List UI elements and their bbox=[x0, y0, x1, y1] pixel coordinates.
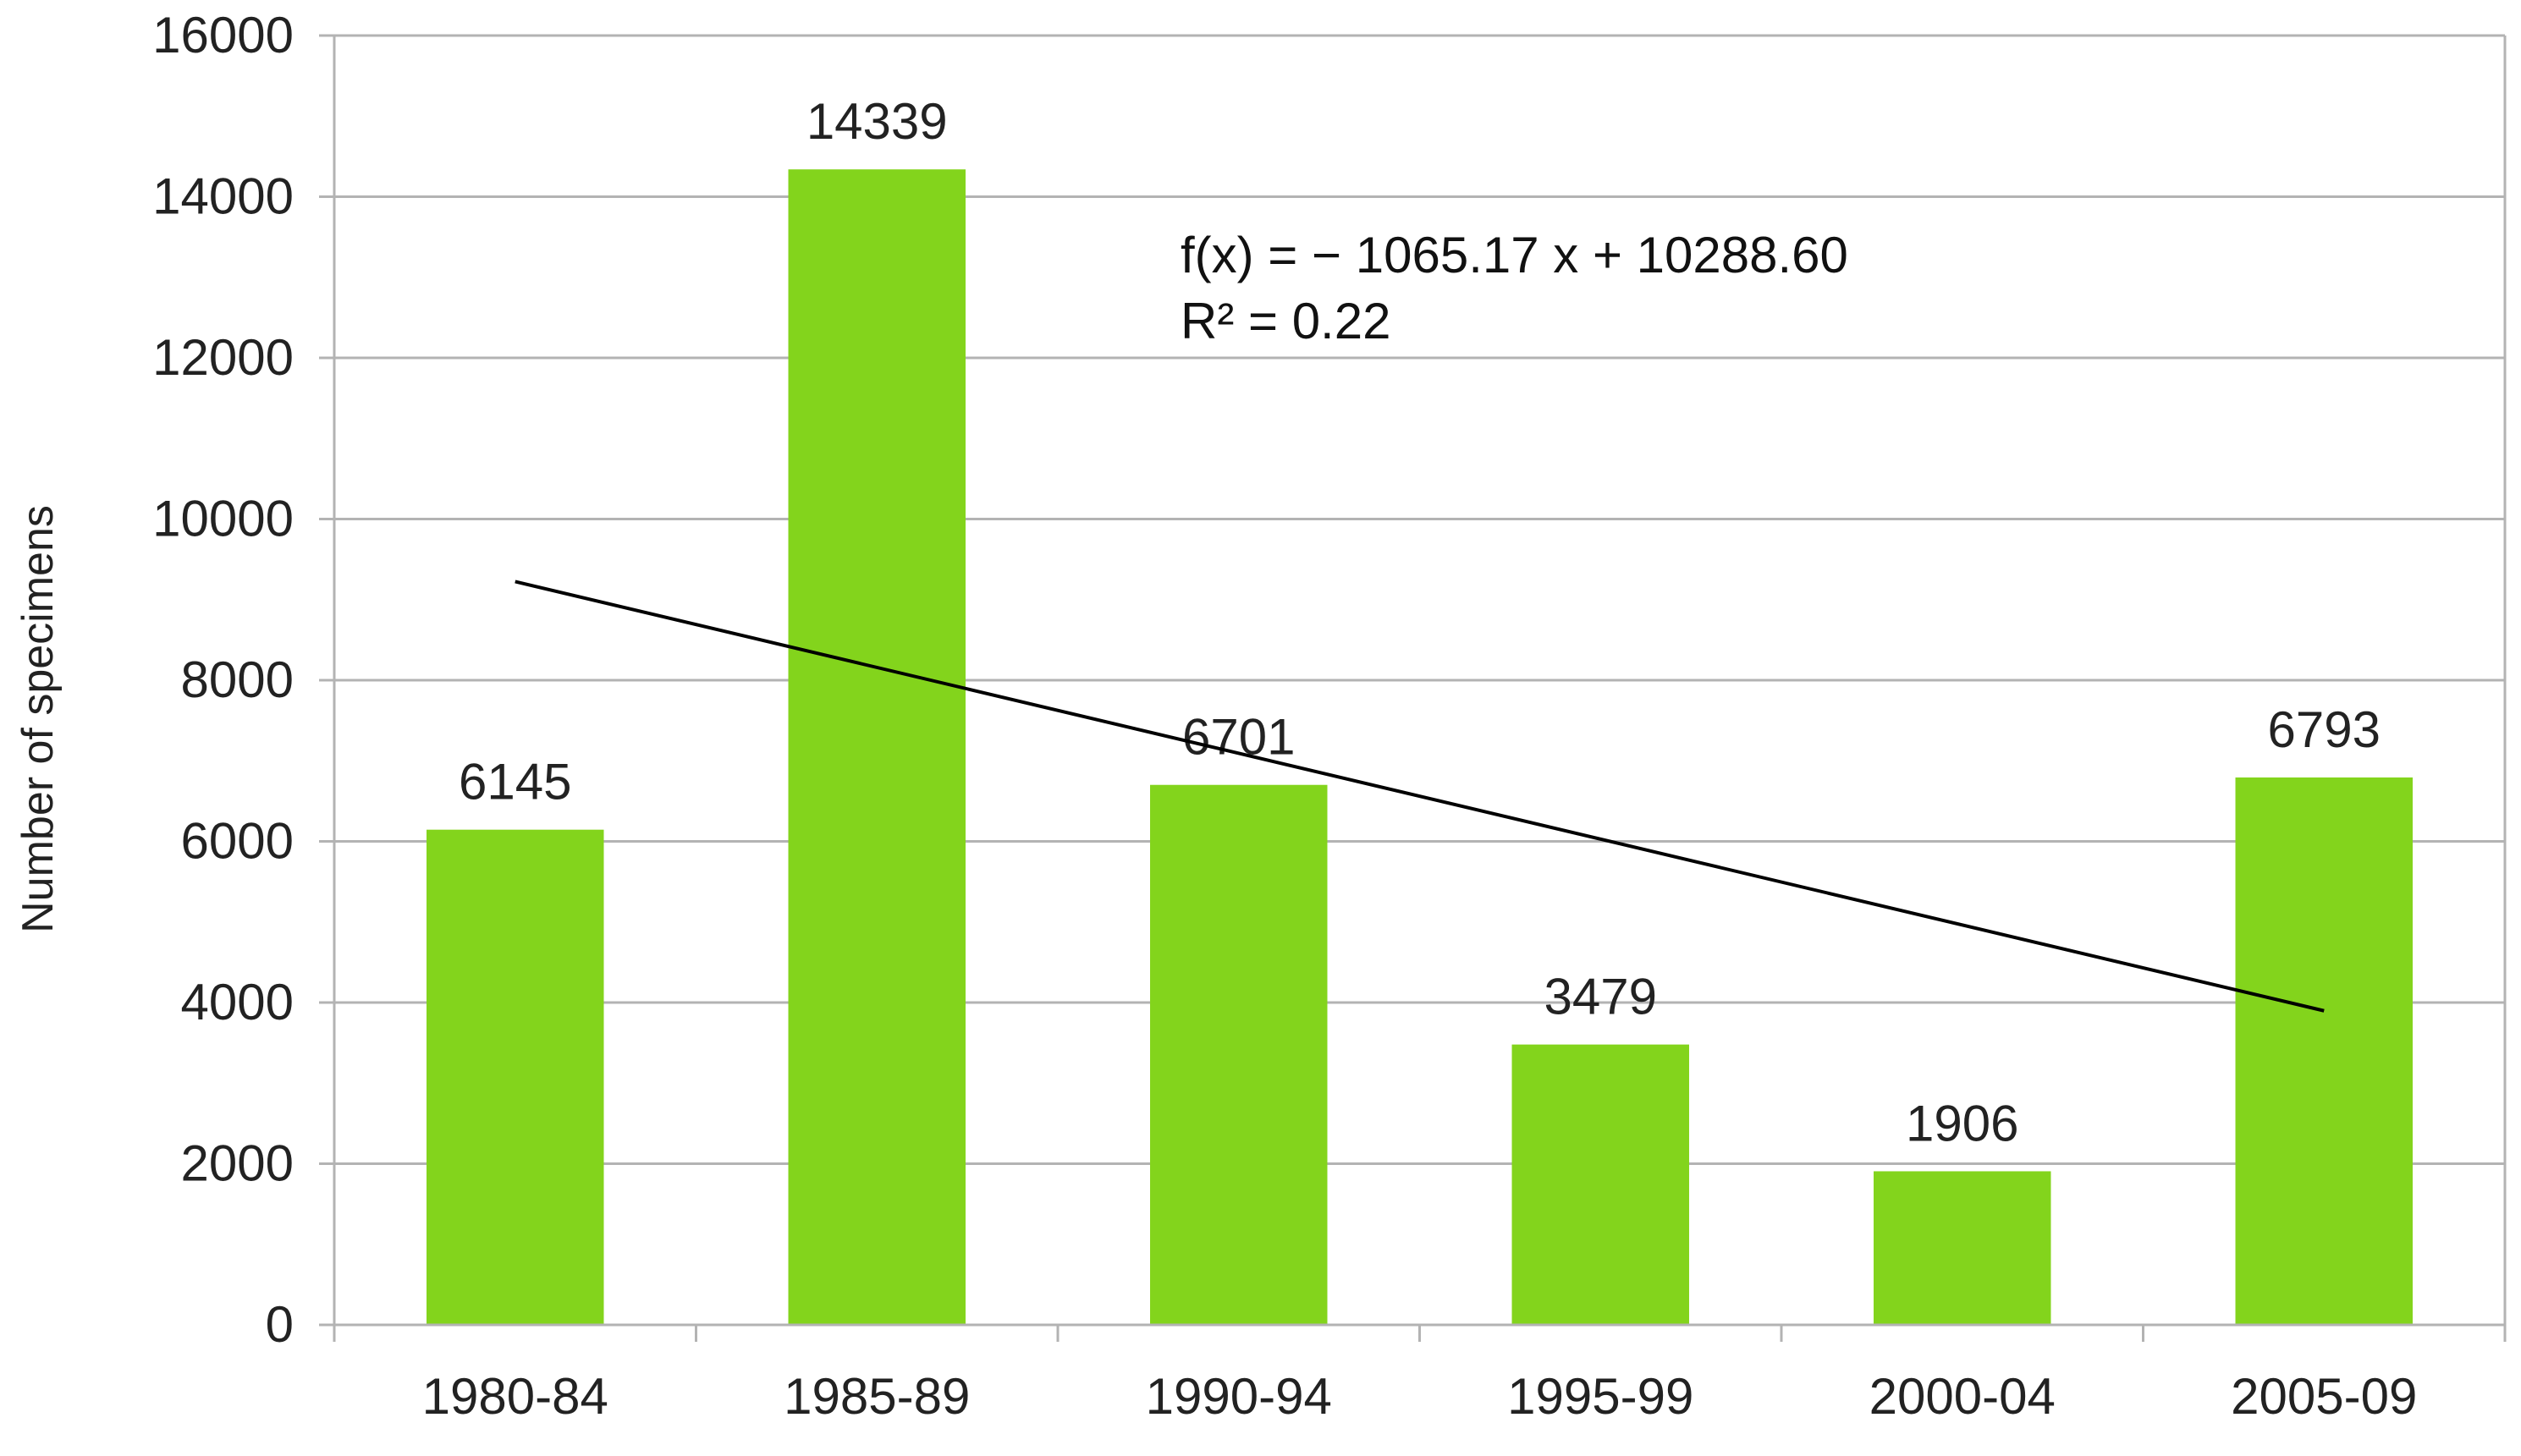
bar-value-label: 1906 bbox=[1906, 1095, 2018, 1151]
bar bbox=[1511, 1044, 1689, 1325]
bar bbox=[2235, 777, 2413, 1325]
bar bbox=[427, 829, 604, 1325]
y-axis-title: Number of specimens bbox=[14, 505, 63, 933]
trendline-group bbox=[515, 580, 2325, 1013]
x-tick-label: 1990-94 bbox=[1146, 1368, 1332, 1425]
bar bbox=[1874, 1171, 2051, 1325]
bar-value-label: 6701 bbox=[1182, 709, 1295, 766]
y-tick-label: 0 bbox=[266, 1296, 294, 1353]
bars bbox=[427, 169, 2413, 1326]
bar bbox=[1150, 784, 1328, 1325]
y-tick-label: 4000 bbox=[181, 974, 294, 1030]
x-tick-label: 1980-84 bbox=[422, 1368, 608, 1425]
bar-value-label: 14339 bbox=[806, 93, 948, 150]
x-tick-label: 1995-99 bbox=[1507, 1368, 1693, 1425]
x-tick-label: 2005-09 bbox=[2231, 1368, 2417, 1425]
axes: 0 2000 4000 6000 8000 10000 12000 14000 16000 198… bbox=[152, 7, 2507, 1425]
gridlines bbox=[334, 34, 2505, 1327]
y-tick-label: 16000 bbox=[152, 7, 294, 63]
y-tick-label: 10000 bbox=[152, 491, 294, 547]
y-tick-label: 6000 bbox=[181, 813, 294, 870]
trendline bbox=[515, 580, 2325, 1013]
bar-value-label: 6145 bbox=[459, 754, 571, 810]
y-tick-label: 2000 bbox=[181, 1135, 294, 1192]
x-tick-label: 2000-04 bbox=[1869, 1368, 2056, 1425]
trendline-equation: f(x) = − 1065.17 x + 10288.60 bbox=[1181, 227, 1848, 283]
x-tick-label: 1985-89 bbox=[784, 1368, 970, 1425]
bar bbox=[788, 169, 966, 1326]
data-labels: 6145 14339 6701 3479 1906 6793 bbox=[459, 93, 2381, 1151]
y-tick-label: 14000 bbox=[152, 168, 294, 225]
bar-value-label: 6793 bbox=[2268, 701, 2381, 758]
y-tick-label: 12000 bbox=[152, 329, 294, 386]
trendline-r-squared: R² = 0.22 bbox=[1181, 293, 1390, 349]
y-tick-label: 8000 bbox=[181, 651, 294, 708]
bar-value-label: 3479 bbox=[1544, 969, 1657, 1025]
